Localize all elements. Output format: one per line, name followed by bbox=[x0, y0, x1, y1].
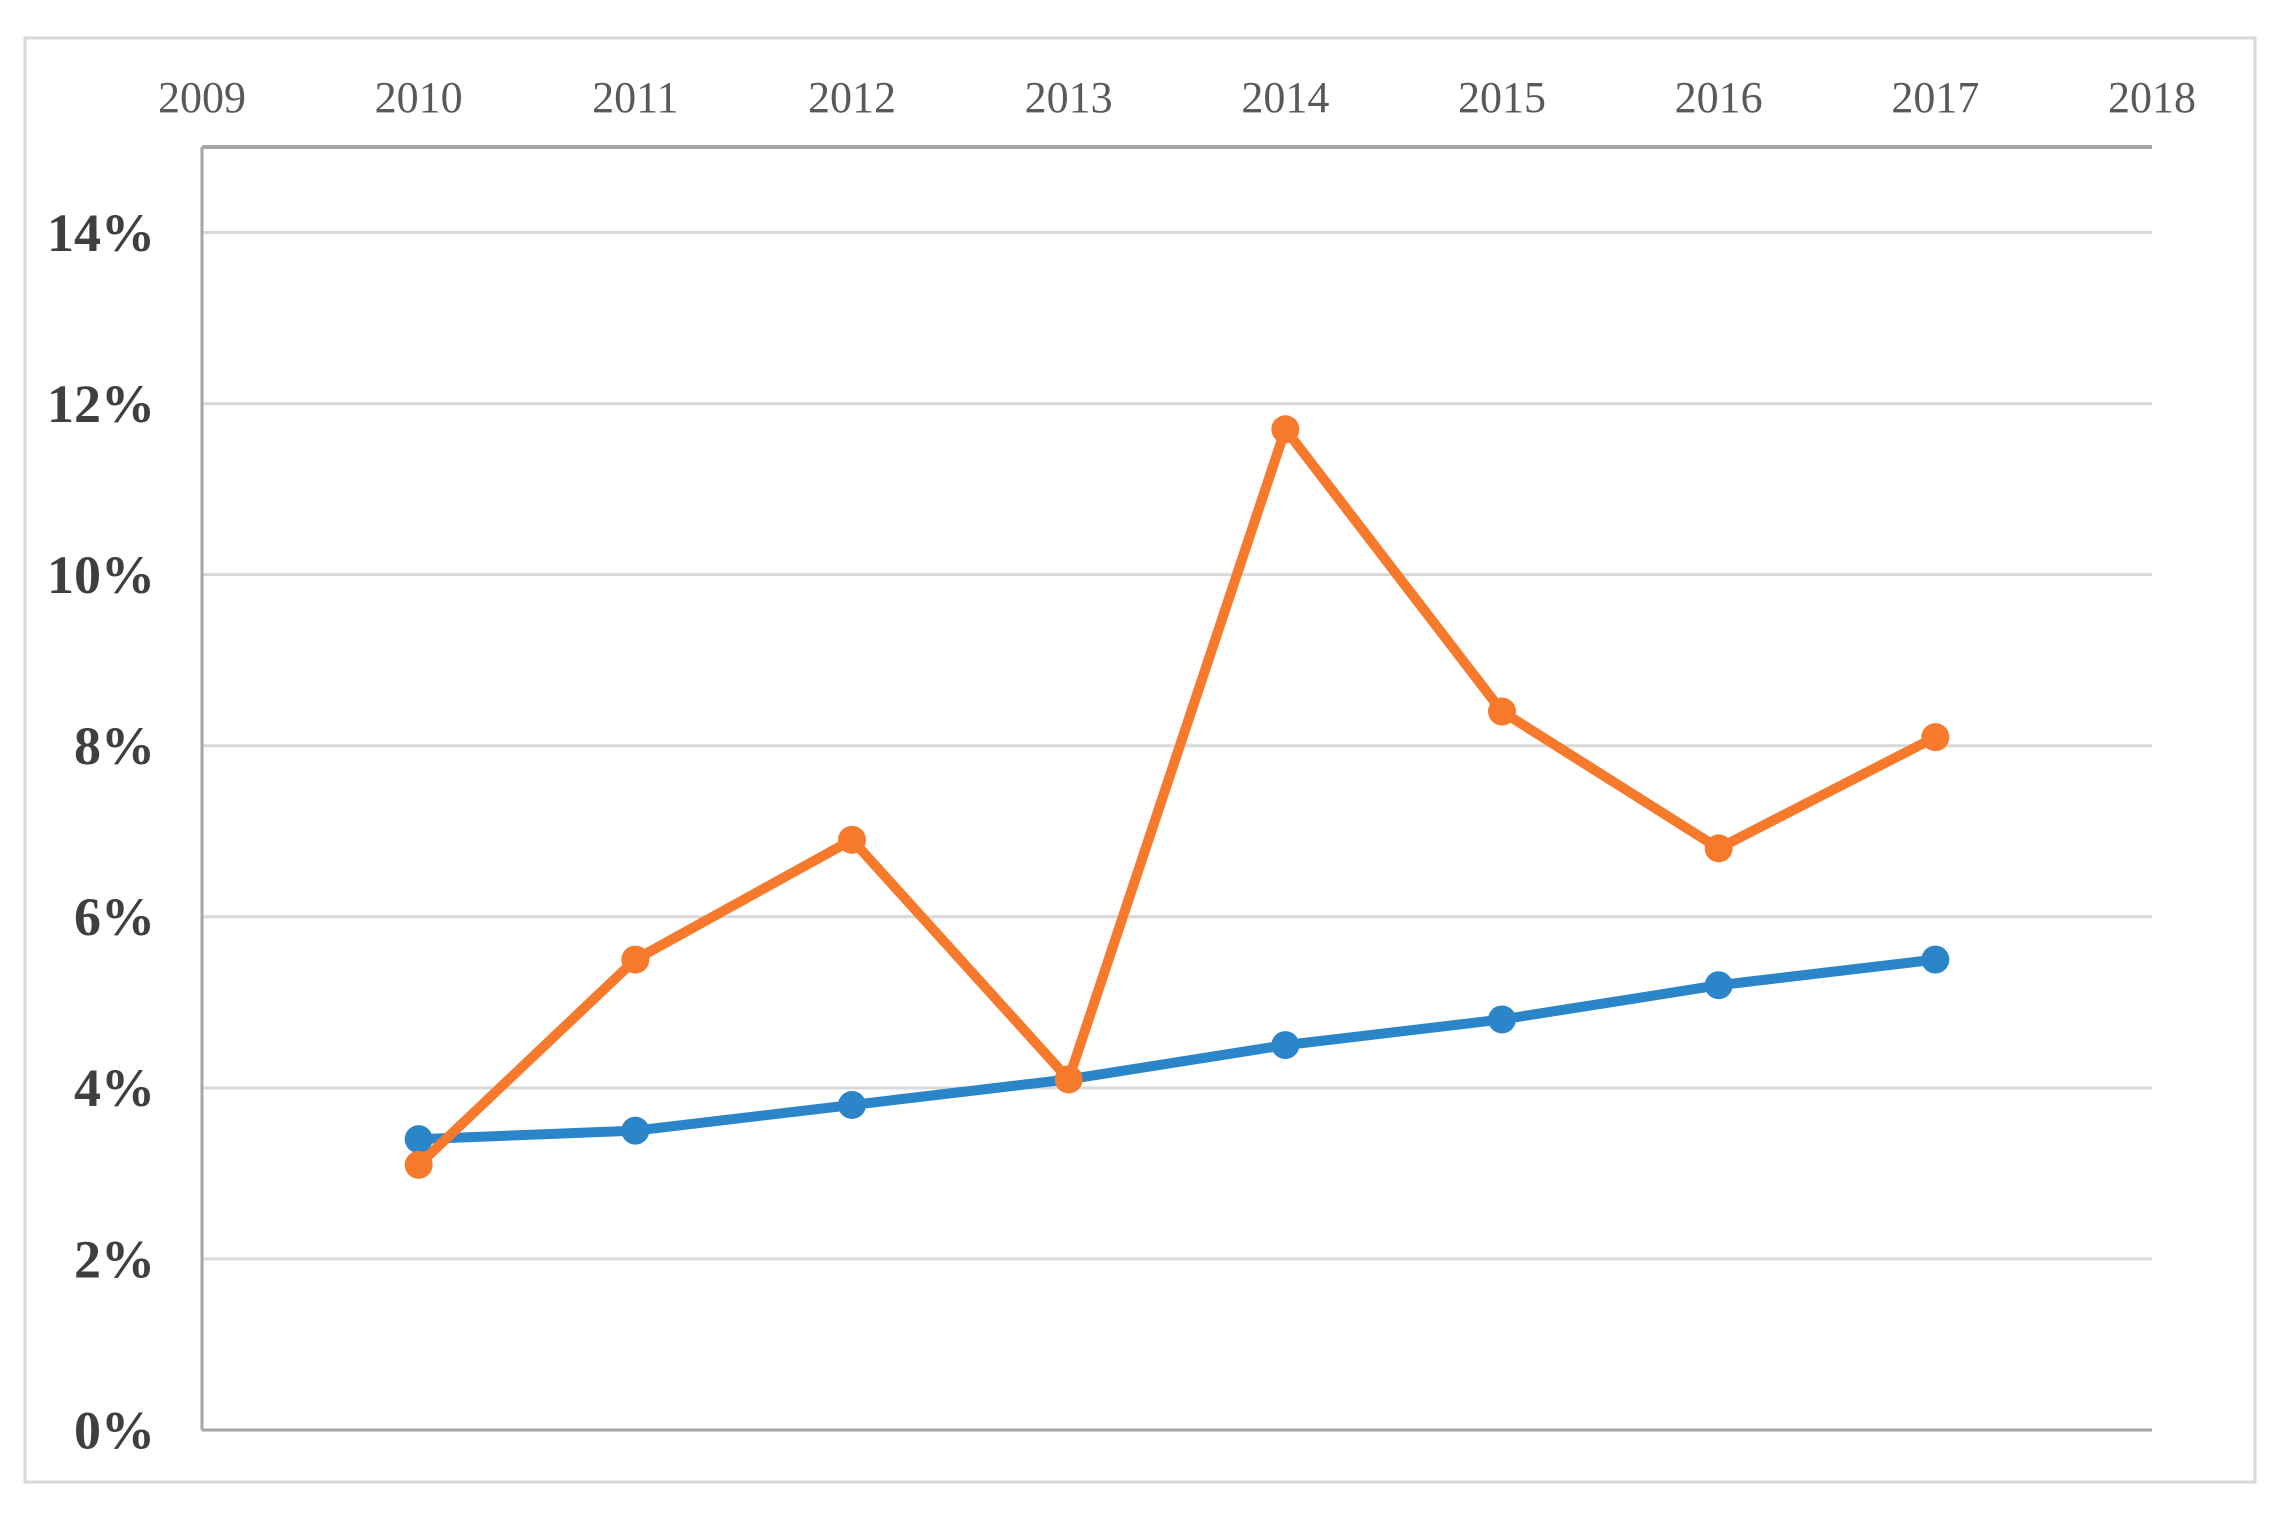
orange-series-marker bbox=[621, 945, 650, 974]
x-axis-label: 2013 bbox=[1025, 73, 1113, 122]
x-axis-label: 2014 bbox=[1241, 73, 1329, 122]
orange-series-marker bbox=[1488, 697, 1516, 726]
x-axis-label: 2017 bbox=[1891, 73, 1979, 122]
x-axis-label: 2011 bbox=[592, 73, 678, 122]
orange-series-marker bbox=[838, 825, 866, 854]
blue-series-marker bbox=[1921, 945, 1950, 974]
x-axis-label: 2010 bbox=[375, 73, 463, 122]
orange-series-marker bbox=[404, 1150, 433, 1179]
y-axis-label: 8% bbox=[74, 716, 155, 776]
y-axis-label: 12% bbox=[47, 374, 155, 434]
blue-series-marker bbox=[1488, 1005, 1516, 1034]
orange-series-marker bbox=[1054, 1065, 1083, 1094]
blue-series-marker bbox=[621, 1116, 650, 1145]
x-axis-label: 2015 bbox=[1458, 73, 1546, 122]
orange-series-line bbox=[413, 424, 1941, 1170]
orange-series-marker bbox=[1921, 723, 1950, 752]
x-axis-label: 2009 bbox=[158, 73, 246, 122]
blue-series-marker bbox=[404, 1125, 433, 1154]
blue-series-marker bbox=[838, 1090, 866, 1119]
y-axis-label: 4% bbox=[74, 1058, 155, 1118]
x-axis-label: 2016 bbox=[1675, 73, 1763, 122]
x-axis-label: 2018 bbox=[2108, 73, 2196, 122]
chart-frame-border bbox=[23, 36, 2257, 1484]
orange-series-marker bbox=[1704, 834, 1733, 863]
y-axis-label: 0% bbox=[74, 1400, 155, 1460]
blue-series-marker bbox=[1271, 1031, 1300, 1060]
blue-series-marker bbox=[1704, 971, 1733, 1000]
y-axis-label: 14% bbox=[47, 203, 155, 263]
y-axis-label: 10% bbox=[47, 545, 155, 605]
blue-series-line bbox=[413, 954, 1941, 1145]
x-axis-label: 2012 bbox=[808, 73, 896, 122]
orange-series-marker bbox=[1271, 415, 1300, 444]
y-axis-label: 2% bbox=[74, 1229, 155, 1289]
y-axis-label: 6% bbox=[74, 887, 155, 947]
